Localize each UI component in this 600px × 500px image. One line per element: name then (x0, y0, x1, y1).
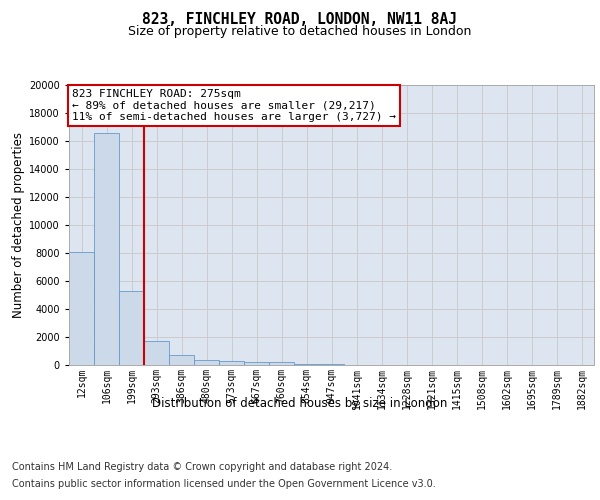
Bar (294, 364, 319, 365)
Text: Distribution of detached houses by size in London: Distribution of detached houses by size … (152, 398, 448, 410)
Y-axis label: Number of detached properties: Number of detached properties (12, 132, 25, 318)
Bar (194, 360, 219, 365)
Text: Size of property relative to detached houses in London: Size of property relative to detached ho… (128, 25, 472, 38)
Bar (94, 132, 119, 365)
Bar (144, 340, 169, 365)
Bar (269, 362, 294, 365)
Bar (169, 355, 194, 365)
Bar (244, 362, 269, 365)
Text: 823 FINCHLEY ROAD: 275sqm
← 89% of detached houses are smaller (29,217)
11% of s: 823 FINCHLEY ROAD: 275sqm ← 89% of detac… (71, 89, 395, 122)
Bar (69, 252, 94, 365)
Bar (219, 361, 244, 365)
Bar (119, 291, 144, 365)
Text: 823, FINCHLEY ROAD, LONDON, NW11 8AJ: 823, FINCHLEY ROAD, LONDON, NW11 8AJ (143, 12, 458, 28)
Bar (319, 364, 344, 365)
Text: Contains public sector information licensed under the Open Government Licence v3: Contains public sector information licen… (12, 479, 436, 489)
Text: Contains HM Land Registry data © Crown copyright and database right 2024.: Contains HM Land Registry data © Crown c… (12, 462, 392, 472)
